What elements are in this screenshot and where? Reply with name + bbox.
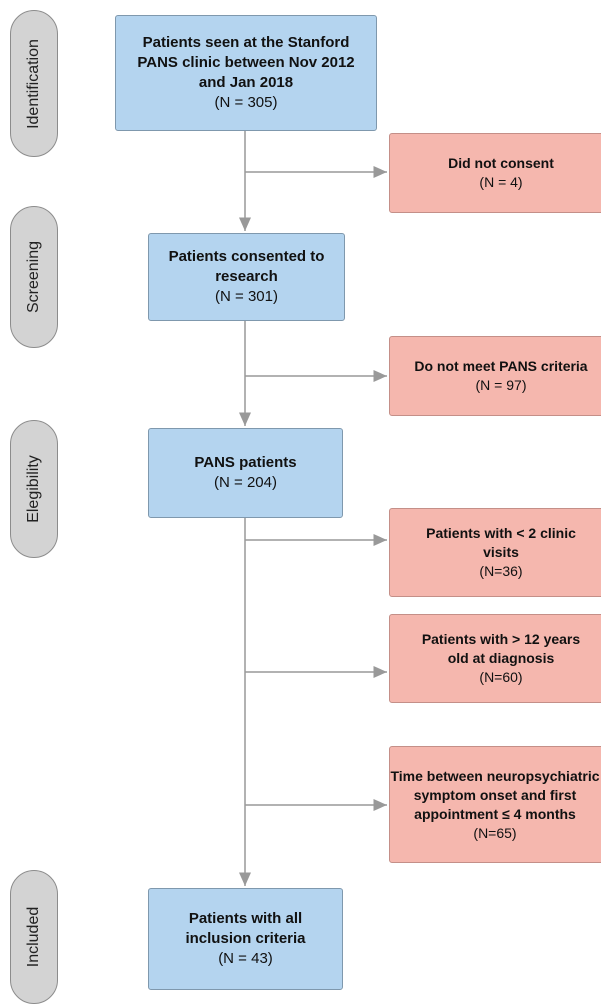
stage-text: Elegibility (25, 455, 42, 523)
box-title: Patients with < 2 clinic visits (426, 525, 576, 560)
exclusion-box: Time between neuropsychiatric symptom on… (389, 746, 601, 863)
box-title: Patients with all inclusion criteria (185, 910, 306, 947)
box-count: (N = 301) (215, 288, 278, 305)
stage-text: Identification (25, 38, 42, 129)
stage-text: Included (25, 906, 42, 968)
exclusion-box: Do not meet PANS criteria (N = 97) (389, 336, 601, 416)
exclusion-box: Patients with > 12 years old at diagnosi… (389, 614, 601, 703)
box-title: Do not meet PANS criteria (414, 358, 588, 374)
box-title: PANS patients (194, 454, 297, 471)
stage-text: Screening (25, 240, 42, 314)
stage-label: Elegibility (10, 420, 58, 558)
exclusion-box: Did not consent (N = 4) (389, 133, 601, 213)
box-title: Patients with > 12 years old at diagnosi… (421, 631, 581, 666)
box-count: (N=36) (479, 563, 523, 579)
box-count: (N = 204) (214, 474, 277, 491)
box-count: (N=65) (473, 824, 517, 841)
box-count: (N = 43) (218, 950, 273, 967)
main-box: Patients seen at the Stanford PANS clini… (115, 15, 377, 131)
box-count: (N = 305) (214, 94, 278, 111)
stage-label: Screening (10, 206, 58, 348)
exclusion-box: Patients with < 2 clinic visits (N=36) (389, 508, 601, 597)
box-title: Time between neuropsychiatric symptom on… (390, 767, 600, 822)
box-title: Did not consent (448, 155, 554, 171)
main-box: PANS patients (N = 204) (148, 428, 343, 518)
box-count: (N=60) (479, 669, 523, 685)
main-box: Patients consented to research (N = 301) (148, 233, 345, 321)
main-box: Patients with all inclusion criteria (N =… (148, 888, 343, 990)
stage-label: Identification (10, 10, 58, 157)
box-count: (N = 4) (479, 174, 523, 190)
box-title: Patients consented to research (168, 248, 325, 285)
box-title: Patients seen at the Stanford PANS clini… (137, 34, 355, 91)
stage-label: Included (10, 870, 58, 1004)
box-count: (N = 97) (475, 377, 527, 393)
